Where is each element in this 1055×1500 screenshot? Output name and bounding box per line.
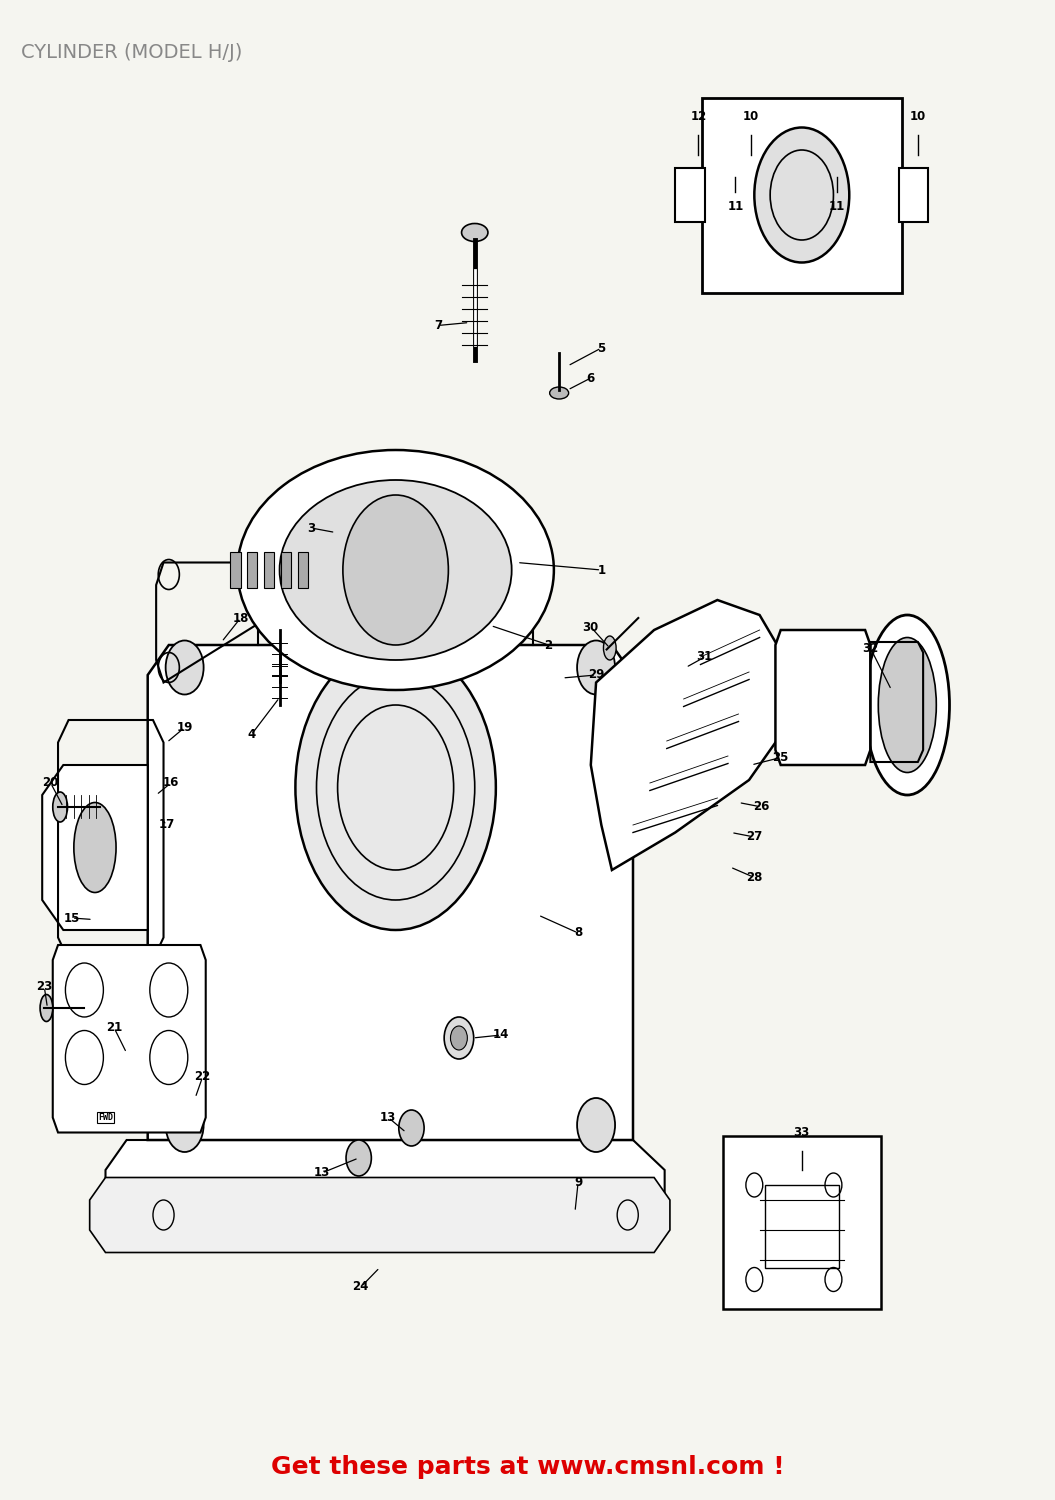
Ellipse shape — [280, 480, 512, 660]
Ellipse shape — [462, 224, 487, 242]
Text: 13: 13 — [313, 1167, 330, 1179]
Polygon shape — [591, 600, 786, 870]
Text: 11: 11 — [828, 201, 845, 213]
Bar — [765, 1185, 839, 1268]
Bar — [264, 552, 274, 588]
Circle shape — [450, 1026, 467, 1050]
Ellipse shape — [40, 994, 53, 1022]
Text: 23: 23 — [36, 981, 53, 993]
Text: 16: 16 — [162, 777, 179, 789]
Bar — [247, 552, 257, 588]
Text: 17: 17 — [158, 819, 175, 831]
Text: 4: 4 — [247, 729, 255, 741]
Circle shape — [444, 1017, 474, 1059]
Bar — [230, 552, 241, 588]
Ellipse shape — [53, 792, 68, 822]
Text: 31: 31 — [696, 651, 713, 663]
Polygon shape — [42, 765, 148, 930]
Text: 15: 15 — [63, 912, 80, 924]
Text: Get these parts at www.cmsnl.com !: Get these parts at www.cmsnl.com ! — [271, 1455, 784, 1479]
Text: 5: 5 — [597, 342, 606, 354]
Ellipse shape — [237, 450, 554, 690]
Text: 21: 21 — [106, 1022, 122, 1034]
Circle shape — [166, 1098, 204, 1152]
Polygon shape — [148, 645, 633, 1140]
Text: 22: 22 — [194, 1071, 211, 1083]
Text: 20: 20 — [42, 777, 59, 789]
Circle shape — [506, 543, 544, 597]
Bar — [899, 168, 928, 222]
Text: 2: 2 — [544, 639, 553, 651]
Circle shape — [343, 495, 448, 645]
Text: 27: 27 — [746, 831, 763, 843]
Polygon shape — [775, 630, 870, 765]
Bar — [298, 552, 308, 588]
Text: 29: 29 — [588, 669, 605, 681]
Ellipse shape — [878, 638, 937, 772]
Circle shape — [577, 640, 615, 694]
Text: 7: 7 — [434, 320, 442, 332]
Text: 10: 10 — [909, 111, 926, 123]
Bar — [723, 1137, 881, 1308]
Text: 28: 28 — [746, 871, 763, 883]
Text: 24: 24 — [352, 1281, 369, 1293]
Circle shape — [323, 514, 348, 550]
Circle shape — [346, 1140, 371, 1176]
Text: C: C — [410, 680, 476, 760]
Circle shape — [377, 618, 415, 672]
Circle shape — [399, 1110, 424, 1146]
Text: FWD: FWD — [98, 1113, 113, 1122]
Text: 26: 26 — [753, 801, 770, 813]
Text: 13: 13 — [380, 1112, 397, 1124]
Circle shape — [754, 128, 849, 262]
Text: 1: 1 — [597, 564, 606, 576]
Text: 9: 9 — [574, 1176, 582, 1188]
Text: 18: 18 — [232, 612, 249, 624]
Text: 33: 33 — [793, 1126, 810, 1138]
Text: 6: 6 — [587, 372, 595, 384]
Polygon shape — [53, 945, 206, 1132]
Text: 25: 25 — [772, 752, 789, 764]
Text: 32: 32 — [862, 642, 879, 654]
Text: 12: 12 — [690, 111, 707, 123]
Text: 10: 10 — [743, 111, 760, 123]
Circle shape — [247, 543, 285, 597]
Text: 11: 11 — [727, 201, 744, 213]
Text: 19: 19 — [176, 722, 193, 734]
Text: 14: 14 — [493, 1029, 510, 1041]
Bar — [281, 552, 291, 588]
Polygon shape — [90, 1178, 670, 1252]
Circle shape — [377, 468, 415, 522]
Text: CYLINDER (MODEL H/J): CYLINDER (MODEL H/J) — [21, 44, 243, 62]
Ellipse shape — [550, 387, 569, 399]
Circle shape — [295, 645, 496, 930]
Text: 30: 30 — [582, 621, 599, 633]
Polygon shape — [106, 1140, 665, 1238]
Ellipse shape — [603, 636, 616, 660]
Bar — [702, 98, 902, 292]
Text: 3: 3 — [307, 522, 315, 534]
Ellipse shape — [74, 802, 116, 892]
Ellipse shape — [865, 615, 950, 795]
Circle shape — [166, 640, 204, 694]
Circle shape — [577, 1098, 615, 1152]
Bar — [675, 168, 705, 222]
Text: 8: 8 — [574, 927, 582, 939]
